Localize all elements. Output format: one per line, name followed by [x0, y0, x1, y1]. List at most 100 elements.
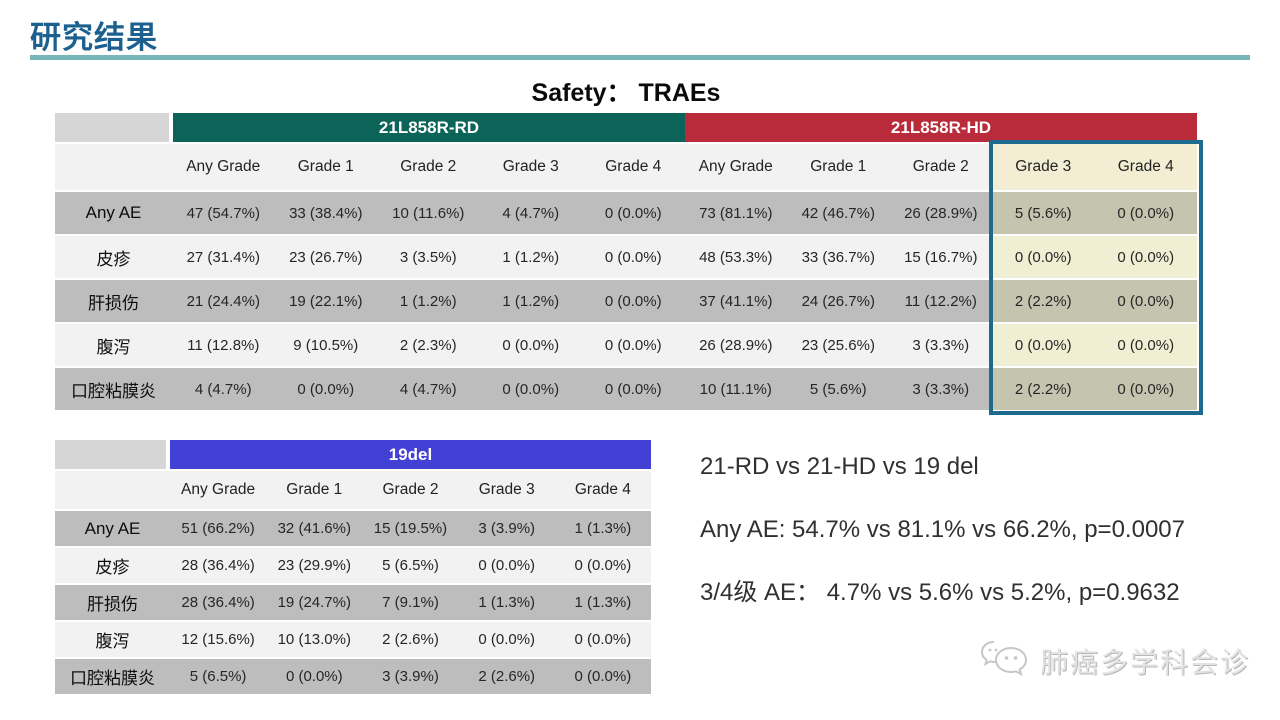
column-header: Grade 1	[266, 471, 363, 509]
table-cell: 21 (24.4%)	[172, 280, 275, 322]
table-cell: 10 (11.6%)	[377, 192, 480, 234]
table-cell: 0 (0.0%)	[992, 236, 1095, 278]
slide-subtitle: Safety： TRAEs	[531, 79, 721, 107]
table-cell: 2 (2.3%)	[377, 324, 480, 366]
summary-line-comparison: 21-RD vs 21-HD vs 19 del	[700, 453, 979, 480]
table-cell: 2 (2.2%)	[992, 280, 1095, 322]
watermark-label: 肺癌多学科会诊	[1039, 647, 1250, 678]
column-header: Grade 4	[582, 144, 685, 190]
summary-block: 21-RD vs 21-HD vs 19 del Any AE: 54.7% v…	[700, 452, 1185, 641]
table-cell: 1 (1.2%)	[377, 280, 480, 322]
table-cell: 3 (3.9%)	[458, 511, 555, 546]
table-cell: 28 (36.4%)	[170, 548, 267, 583]
table-cell: 2 (2.6%)	[362, 622, 459, 657]
table1-band-row: 21L858R-RD 21L858R-HD	[55, 113, 1197, 142]
table-cell: 28 (36.4%)	[170, 585, 267, 620]
title-underline	[30, 55, 1250, 60]
row-label: 腹泻	[55, 622, 170, 657]
row-label: Any AE	[55, 192, 172, 234]
table-cell: 27 (31.4%)	[172, 236, 275, 278]
column-header-corner	[55, 471, 170, 509]
table2-group-19del: 19del	[170, 440, 651, 469]
table-cell: 12 (15.6%)	[170, 622, 267, 657]
row-label: Any AE	[55, 511, 170, 546]
table-cell: 0 (0.0%)	[1094, 236, 1197, 278]
table-cell: 3 (3.5%)	[377, 236, 480, 278]
table-cell: 11 (12.8%)	[172, 324, 275, 366]
column-header: Grade 2	[889, 144, 992, 190]
column-header: Grade 3	[992, 144, 1095, 190]
column-header: Any Grade	[170, 471, 267, 509]
summary-line-anyae: Any AE: 54.7% vs 81.1% vs 66.2%, p=0.000…	[700, 516, 1185, 543]
table-cell: 2 (2.6%)	[458, 659, 555, 694]
column-header: Grade 2	[377, 144, 480, 190]
table-cell: 48 (53.3%)	[684, 236, 787, 278]
table-cell: 26 (28.9%)	[684, 324, 787, 366]
column-header: Grade 3	[479, 144, 582, 190]
table-cell: 3 (3.3%)	[889, 324, 992, 366]
summary-line-grade34: 3/4级 AE： 4.7% vs 5.6% vs 5.2%, p=0.9632	[700, 579, 1180, 606]
table1-group-rd: 21L858R-RD	[173, 113, 685, 142]
wechat-icon	[980, 641, 1027, 677]
row-label: 肝损伤	[55, 585, 170, 620]
column-header: Any Grade	[684, 144, 787, 190]
table-cell: 23 (26.7%)	[274, 236, 377, 278]
table2: Any Grade Grade 1 Grade 2 Grade 3 Grade 4 Any…	[55, 471, 651, 694]
table-cell: 0 (0.0%)	[582, 280, 685, 322]
table-cell: 19 (24.7%)	[266, 585, 363, 620]
table-cell: 11 (12.2%)	[889, 280, 992, 322]
column-header: Grade 3	[458, 471, 555, 509]
table1-group-hd: 21L858R-HD	[685, 113, 1197, 142]
table-cell: 0 (0.0%)	[554, 548, 651, 583]
table-cell: 0 (0.0%)	[1094, 324, 1197, 366]
table-cell: 37 (41.1%)	[684, 280, 787, 322]
table-cell: 5 (5.6%)	[787, 368, 890, 410]
table-cell: 0 (0.0%)	[582, 192, 685, 234]
table-cell: 1 (1.2%)	[479, 236, 582, 278]
table-cell: 1 (1.2%)	[479, 280, 582, 322]
table-cell: 0 (0.0%)	[479, 368, 582, 410]
table-cell: 0 (0.0%)	[1094, 192, 1197, 234]
table-cell: 0 (0.0%)	[479, 324, 582, 366]
table-cell: 3 (3.3%)	[889, 368, 992, 410]
table-cell: 0 (0.0%)	[582, 324, 685, 366]
table-cell: 0 (0.0%)	[992, 324, 1095, 366]
table-cell: 32 (41.6%)	[266, 511, 363, 546]
table-cell: 1 (1.3%)	[458, 585, 555, 620]
table-cell: 0 (0.0%)	[274, 368, 377, 410]
table-cell: 47 (54.7%)	[172, 192, 275, 234]
table2-corner-cell	[55, 440, 166, 469]
row-label: 腹泻	[55, 324, 172, 366]
table-cell: 0 (0.0%)	[554, 622, 651, 657]
table-cell: 23 (29.9%)	[266, 548, 363, 583]
table2-band-row: 19del	[55, 440, 651, 469]
table-cell: 4 (4.7%)	[172, 368, 275, 410]
table1: Any Grade Grade 1 Grade 2 Grade 3 Grade 4 Any…	[55, 144, 1197, 410]
table-cell: 0 (0.0%)	[582, 368, 685, 410]
table-cell: 0 (0.0%)	[1094, 368, 1197, 410]
table-cell: 73 (81.1%)	[684, 192, 787, 234]
column-header: Any Grade	[172, 144, 275, 190]
row-label: 皮疹	[55, 548, 170, 583]
row-label: 口腔粘膜炎	[55, 368, 172, 410]
table-cell: 2 (2.2%)	[992, 368, 1095, 410]
table-cell: 7 (9.1%)	[362, 585, 459, 620]
table-cell: 26 (28.9%)	[889, 192, 992, 234]
column-header-corner	[55, 144, 172, 190]
table-cell: 19 (22.1%)	[274, 280, 377, 322]
table-cell: 3 (3.9%)	[362, 659, 459, 694]
column-header: Grade 4	[554, 471, 651, 509]
table-cell: 4 (4.7%)	[377, 368, 480, 410]
table-cell: 51 (66.2%)	[170, 511, 267, 546]
table-cell: 15 (16.7%)	[889, 236, 992, 278]
table-cell: 0 (0.0%)	[266, 659, 363, 694]
column-header: Grade 2	[362, 471, 459, 509]
column-header: Grade 4	[1094, 144, 1197, 190]
row-label: 口腔粘膜炎	[55, 659, 170, 694]
table-cell: 42 (46.7%)	[787, 192, 890, 234]
table-cell: 15 (19.5%)	[362, 511, 459, 546]
table-cell: 9 (10.5%)	[274, 324, 377, 366]
table-cell: 5 (6.5%)	[362, 548, 459, 583]
table1-corner-cell	[55, 113, 169, 142]
